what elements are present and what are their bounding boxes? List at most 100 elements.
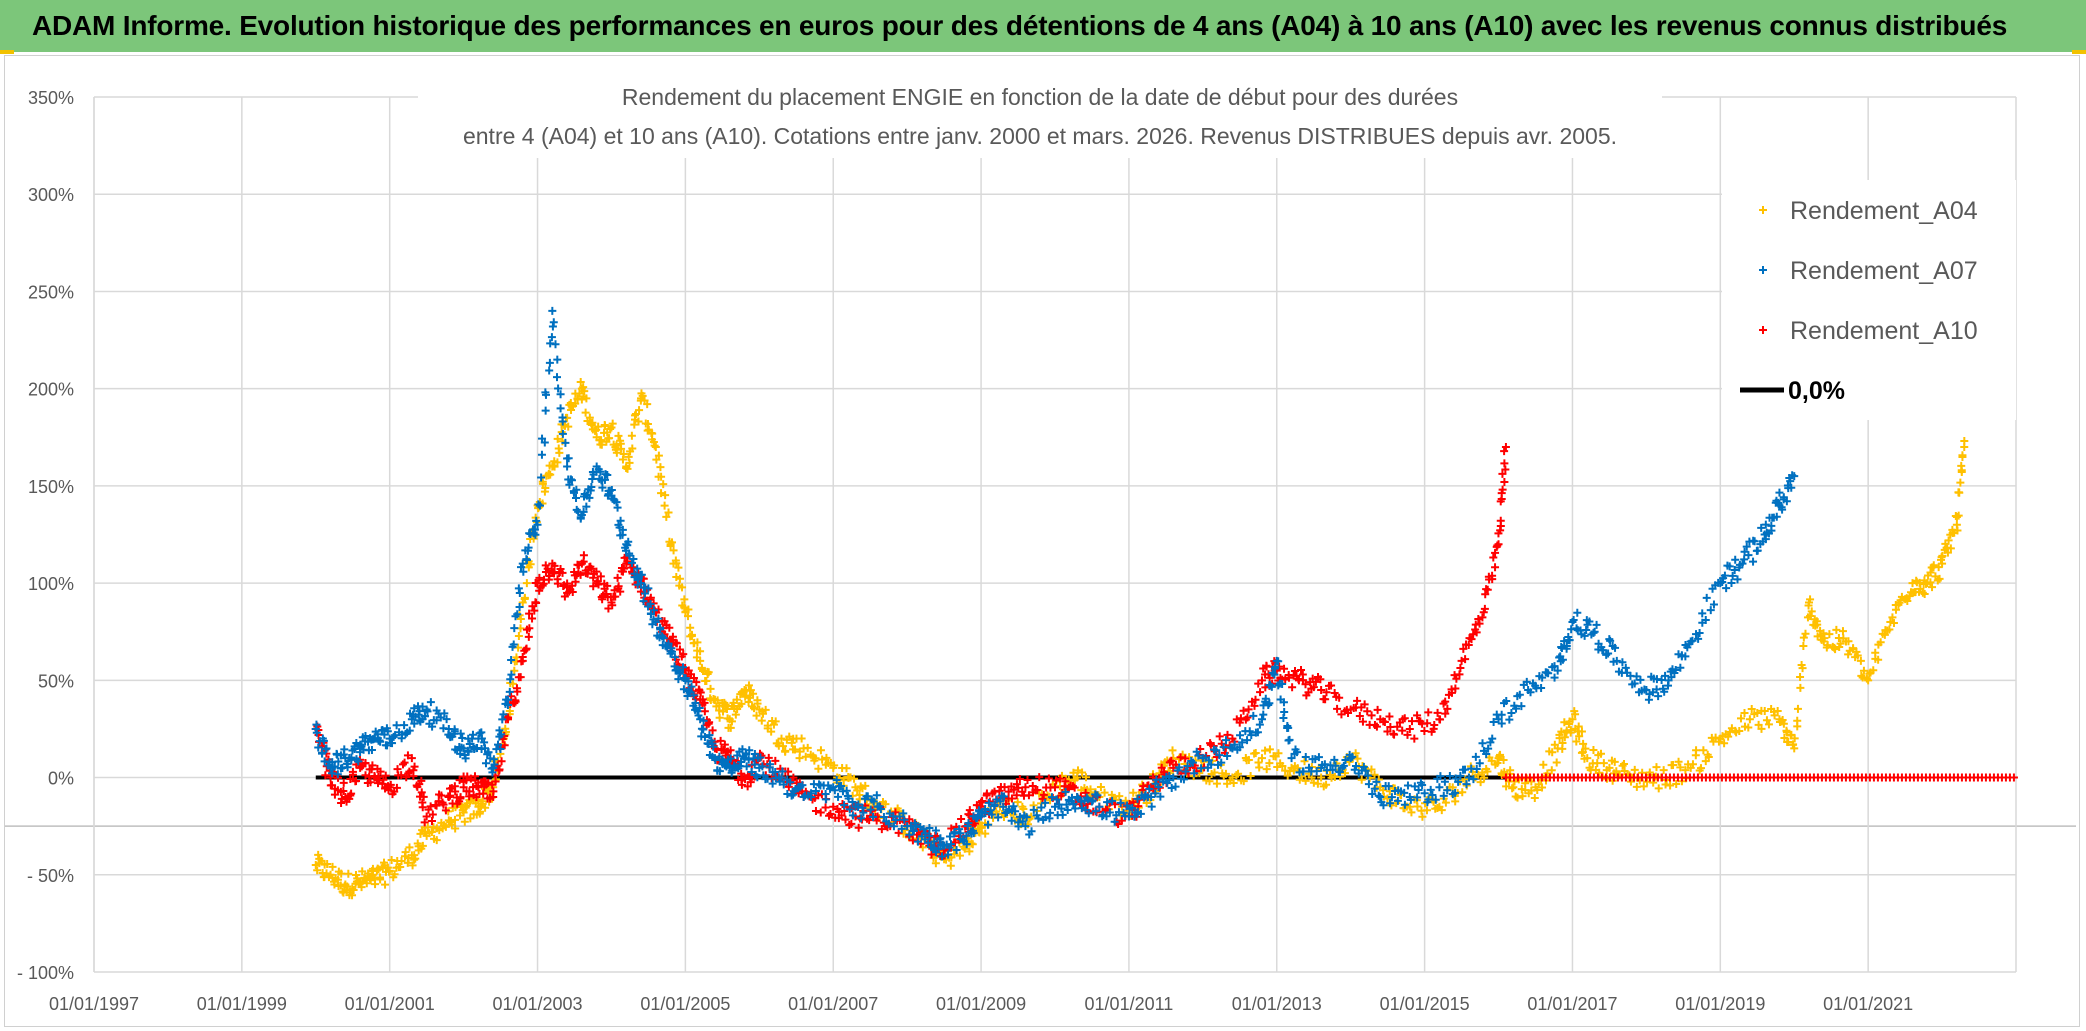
data-point-fill <box>1630 679 1639 688</box>
data-point-fill <box>650 441 659 450</box>
data-point <box>1553 666 1562 675</box>
data-point-fill <box>1522 677 1531 686</box>
data-point-fill <box>897 824 906 833</box>
data-point-fill <box>1167 756 1176 765</box>
data-point-fill <box>1133 794 1142 803</box>
data-point-fill <box>597 440 606 449</box>
y-tick-label: 300% <box>28 185 74 205</box>
data-point-fill <box>1283 721 1292 730</box>
data-point-fill <box>1778 716 1787 725</box>
report-title: ADAM Informe. Evolution historique des p… <box>32 10 2008 41</box>
data-point-fill <box>699 716 708 725</box>
data-point-fill <box>1355 712 1364 721</box>
data-point-fill <box>1742 542 1751 551</box>
data-point-fill <box>489 787 498 796</box>
data-point-fill <box>405 767 414 776</box>
data-point-fill <box>1832 625 1841 634</box>
data-point-fill <box>646 599 655 608</box>
data-point-fill <box>881 800 890 809</box>
data-point-fill <box>1806 612 1815 621</box>
data-point-fill <box>1061 787 1070 796</box>
data-point-fill <box>312 728 321 737</box>
data-point-fill <box>361 732 370 741</box>
data-point-fill <box>522 555 531 564</box>
data-point-fill <box>553 434 562 443</box>
data-point-fill <box>1339 761 1348 770</box>
data-point-fill <box>623 464 632 473</box>
data-point-fill <box>1041 813 1050 822</box>
data-point-fill <box>1367 711 1376 720</box>
data-point-fill <box>1727 578 1736 587</box>
data-point-fill <box>1341 755 1350 764</box>
data-point <box>777 734 786 743</box>
data-point-fill <box>1483 585 1492 594</box>
data-point-fill <box>669 546 678 555</box>
data-point-fill <box>830 761 839 770</box>
data-point-fill <box>687 632 696 641</box>
data-point-fill <box>1462 780 1471 789</box>
data-point-fill <box>1063 806 1072 815</box>
data-point-fill <box>930 837 939 846</box>
data-point-fill <box>466 774 475 783</box>
data-point-fill <box>1000 792 1009 801</box>
data-point-fill <box>1312 767 1321 776</box>
data-point <box>1590 627 1599 636</box>
data-point-fill <box>1091 807 1100 816</box>
data-point-fill <box>376 875 385 884</box>
data-point-fill <box>1652 763 1661 772</box>
data-point-fill <box>397 856 406 865</box>
data-point-fill <box>850 774 859 783</box>
x-tick-label: 01/01/2007 <box>788 994 878 1014</box>
data-point-fill <box>1351 761 1360 770</box>
data-point-fill <box>1301 680 1310 689</box>
data-point-fill <box>1183 762 1192 771</box>
data-point-fill <box>738 745 747 754</box>
data-point-fill <box>672 559 681 568</box>
data-point-fill <box>579 507 588 516</box>
data-point-fill <box>952 846 961 855</box>
data-point-fill <box>699 725 708 734</box>
data-point-fill <box>1760 706 1769 715</box>
data-point-fill <box>378 725 387 734</box>
data-point-fill <box>1190 769 1199 778</box>
data-point-fill <box>889 822 898 831</box>
data-point-fill <box>505 687 514 696</box>
data-point-fill <box>1585 617 1594 626</box>
data-point-fill <box>1502 782 1511 791</box>
data-point-fill <box>1057 804 1066 813</box>
data-point-fill <box>763 721 772 730</box>
data-point-fill <box>763 774 772 783</box>
y-tick-label: 200% <box>28 380 74 400</box>
data-point-fill <box>1813 620 1822 629</box>
data-point-fill <box>634 417 643 426</box>
data-point-fill <box>464 747 473 756</box>
data-point-fill <box>1096 782 1105 791</box>
data-point-fill <box>679 685 688 694</box>
data-point-fill <box>840 801 849 810</box>
data-point-fill <box>1447 688 1456 697</box>
data-point-fill <box>1577 727 1586 736</box>
data-point-fill <box>649 606 658 615</box>
data-point <box>1960 443 1969 451</box>
data-point-fill <box>1502 697 1511 706</box>
data-point-fill <box>1034 814 1043 823</box>
data-point <box>1317 686 1326 695</box>
data-point-fill <box>1722 584 1731 593</box>
data-point-fill <box>1770 711 1779 720</box>
data-point <box>999 802 1008 811</box>
data-point-fill <box>426 698 435 707</box>
data-point-fill <box>1589 628 1598 637</box>
data-point-fill <box>545 572 554 581</box>
data-point-fill <box>1280 664 1289 673</box>
data-point-fill <box>1500 447 1509 456</box>
data-point-fill <box>768 779 777 788</box>
data-point-fill <box>608 419 617 428</box>
data-point-fill <box>1265 673 1274 682</box>
data-point-fill <box>400 758 409 767</box>
data-point-fill <box>381 880 390 889</box>
data-point-fill <box>1575 732 1584 741</box>
data-point-fill <box>1157 763 1166 772</box>
data-point-fill <box>1518 792 1527 801</box>
data-point-fill <box>1844 637 1853 646</box>
data-point-fill <box>816 808 825 817</box>
